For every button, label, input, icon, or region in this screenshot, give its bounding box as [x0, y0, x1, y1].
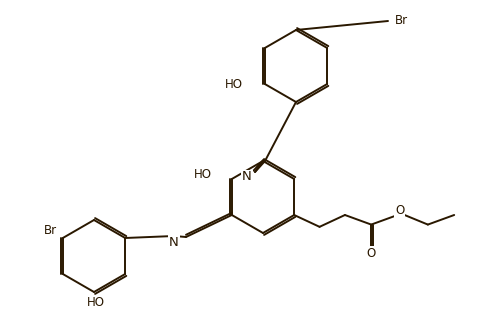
Text: HO: HO: [194, 168, 212, 181]
Text: Br: Br: [395, 14, 408, 28]
Text: O: O: [367, 247, 376, 260]
Text: HO: HO: [87, 295, 105, 308]
Text: Br: Br: [44, 223, 57, 237]
Text: N: N: [242, 170, 252, 183]
Text: N: N: [169, 236, 179, 249]
Text: HO: HO: [225, 78, 243, 90]
Text: O: O: [395, 205, 404, 217]
